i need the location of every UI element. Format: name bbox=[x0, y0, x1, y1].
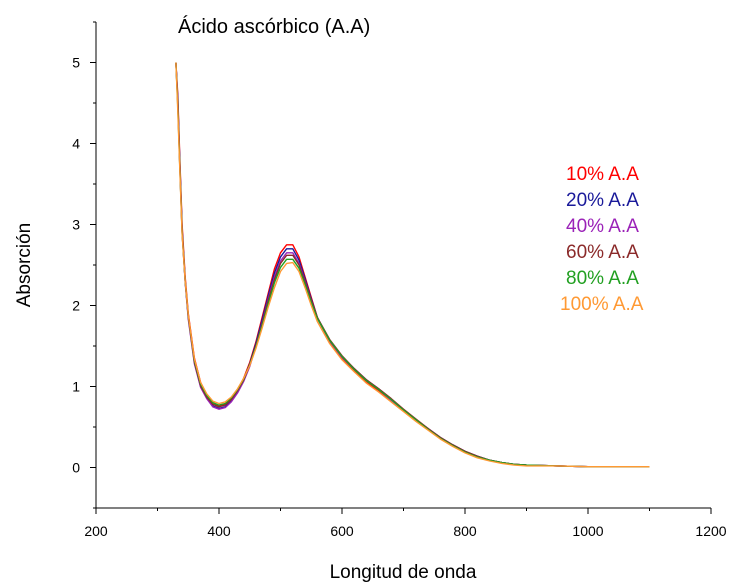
legend-entry: 60% A.A bbox=[566, 242, 639, 263]
series-line-3 bbox=[175, 62, 650, 468]
y-tick-label: 5 bbox=[72, 55, 80, 71]
axes bbox=[95, 22, 711, 509]
y-tick-label: 0 bbox=[72, 460, 80, 476]
series-line-6 bbox=[175, 62, 650, 468]
y-tick-label: 4 bbox=[72, 136, 80, 152]
y-tick-label: 2 bbox=[72, 298, 80, 314]
ticks: 200 400 600 800 1000 1200 0 1 2 3 4 5 bbox=[72, 21, 727, 539]
x-tick-label: 1200 bbox=[695, 523, 726, 539]
y-tick-label: 3 bbox=[72, 217, 80, 233]
series-line-1 bbox=[175, 62, 650, 468]
legend-entry: 40% A.A bbox=[566, 216, 639, 237]
x-tick-label: 600 bbox=[330, 523, 354, 539]
plot-area bbox=[175, 62, 650, 468]
x-tick-label: 200 bbox=[84, 523, 108, 539]
legend-entry: 20% A.A bbox=[566, 190, 639, 211]
series-line-4 bbox=[175, 62, 650, 468]
series-line-5 bbox=[175, 62, 650, 468]
series-line-2 bbox=[175, 62, 650, 468]
legend-entry: 10% A.A bbox=[566, 164, 639, 185]
y-axis-title: Absorción bbox=[14, 223, 35, 308]
legend-entry: 80% A.A bbox=[566, 268, 639, 289]
x-tick-label: 400 bbox=[207, 523, 231, 539]
chart-title: Ácido ascórbico (A.A) bbox=[178, 15, 370, 38]
y-tick-label: 1 bbox=[72, 379, 80, 395]
x-tick-label: 1000 bbox=[572, 523, 603, 539]
legend-entry: 100% A.A bbox=[560, 294, 644, 315]
x-axis-title: Longitud de onda bbox=[330, 562, 477, 583]
x-tick-label: 800 bbox=[453, 523, 477, 539]
legend: 10% A.A 20% A.A 40% A.A 60% A.A 80% A.A 100% … bbox=[560, 164, 644, 315]
